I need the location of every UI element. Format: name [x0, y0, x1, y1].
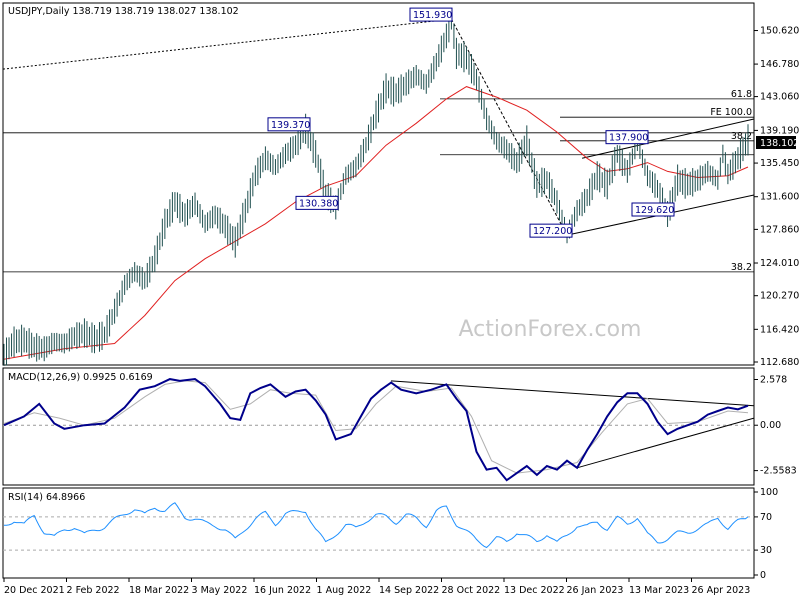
swing-label: 129.620 — [635, 205, 674, 216]
channel-upper-line — [581, 118, 755, 159]
swing-label-box — [409, 7, 453, 22]
rsi-panel: RSI(14) 64.8966 100 70 30 0 — [2, 487, 778, 581]
x-tick-label: 3 May 2022 — [192, 585, 248, 596]
price-y-tick-label: 143.060 — [760, 92, 799, 103]
macd-signal-line — [3, 380, 749, 474]
x-tick-label: 26 Apr 2023 — [692, 585, 751, 596]
swing-labels: 151.930 139.370 130.380 137.900 127.200 129.6… — [267, 7, 675, 238]
macd-line — [3, 378, 749, 482]
rsi-label: RSI(14) 64.8966 — [8, 492, 85, 503]
price-y-tick-label: 112.680 — [760, 357, 799, 368]
rsi-y-tick-label: 0 — [760, 570, 766, 581]
price-y-tick-label: 116.420 — [760, 324, 799, 335]
rsi-y-axis: 100 70 30 0 — [3, 487, 778, 581]
macd-upper-trend — [391, 380, 755, 407]
x-tick-label: 14 Sep 2022 — [379, 585, 439, 596]
x-tick-label: 26 Jan 2023 — [567, 585, 624, 596]
swing-label: 130.380 — [299, 198, 338, 209]
swing-label-box — [631, 202, 675, 217]
price-y-axis: 150.620 146.780 143.060 139.190 135.450 131.6… — [754, 26, 799, 368]
swing-label-box — [529, 223, 573, 238]
swing-label: 127.200 — [533, 226, 572, 237]
price-y-tick-label: 120.270 — [760, 291, 799, 302]
dashed-decline-line — [450, 18, 568, 236]
swing-label: 139.370 — [271, 120, 310, 131]
x-tick-label: 13 Dec 2022 — [504, 585, 565, 596]
x-axis: 20 Dec 2021 2 Feb 2022 18 Mar 2022 3 May 20… — [3, 577, 754, 596]
macd-y-tick-label: -2.5583 — [760, 466, 797, 477]
moving-average-line — [3, 86, 749, 360]
swing-label-box — [267, 117, 311, 132]
x-tick-label: 13 Mar 2023 — [629, 585, 689, 596]
x-tick-label: 16 Jun 2022 — [254, 585, 311, 596]
macd-y-axis: 2.578 0.00 -2.5583 — [3, 374, 797, 477]
price-y-tick-label: 146.780 — [760, 59, 799, 70]
dotted-trend-line — [2, 18, 452, 70]
x-tick-label: 28 Oct 2022 — [442, 585, 501, 596]
price-y-tick-label: 139.190 — [760, 125, 799, 136]
fib-level-label: 61.8 — [731, 89, 752, 100]
price-y-tick-label: 127.860 — [760, 224, 799, 235]
price-panel-frame — [2, 2, 755, 366]
macd-y-tick-label: 0.00 — [760, 420, 781, 431]
rsi-line — [4, 502, 749, 549]
price-y-tick-label: 131.600 — [760, 192, 799, 203]
fib-levels: 61.8 FE 100.0 38.2 38.2 — [3, 89, 754, 273]
macd-lower-trend — [576, 417, 755, 469]
rsi-y-tick-label: 100 — [760, 487, 778, 498]
macd-panel: MACD(12,26,9) 0.9925 0.6169 2.578 0.00 -2.… — [2, 367, 797, 486]
macd-y-tick-label: 2.578 — [760, 374, 787, 385]
fib-level-label: 38.2 — [731, 131, 752, 142]
fib-level-label: FE 100.0 — [710, 107, 752, 118]
swing-label: 151.930 — [413, 10, 452, 21]
price-y-tick-label: 124.010 — [760, 258, 799, 269]
rsi-y-tick-label: 70 — [760, 512, 772, 523]
macd-label: MACD(12,26,9) 0.9925 0.6169 — [8, 372, 153, 383]
chart-header: USDJPY,Daily 138.719 138.719 138.027 138… — [8, 6, 239, 17]
swing-label: 137.900 — [609, 133, 648, 144]
swing-label-box — [605, 130, 649, 145]
last-price-value: 138.102 — [760, 138, 799, 149]
x-tick-label: 2 Feb 2022 — [67, 585, 120, 596]
last-price-tag — [756, 136, 796, 149]
watermark: ActionForex.com — [459, 317, 642, 342]
rsi-y-tick-label: 30 — [760, 545, 772, 556]
x-tick-label: 18 Mar 2022 — [129, 585, 189, 596]
fib-level-label: 38.2 — [731, 262, 752, 273]
macd-trend-lines — [391, 380, 755, 469]
price-panel: USDJPY,Daily 138.719 138.719 138.027 138… — [2, 2, 799, 368]
price-y-tick-label: 135.450 — [760, 158, 799, 169]
price-bars — [3, 8, 749, 366]
price-y-tick-label: 150.620 — [760, 26, 799, 37]
x-tick-label: 20 Dec 2021 — [4, 585, 65, 596]
x-tick-label: 1 Aug 2022 — [317, 585, 372, 596]
macd-panel-frame — [2, 367, 755, 486]
swing-label-box — [295, 195, 339, 210]
